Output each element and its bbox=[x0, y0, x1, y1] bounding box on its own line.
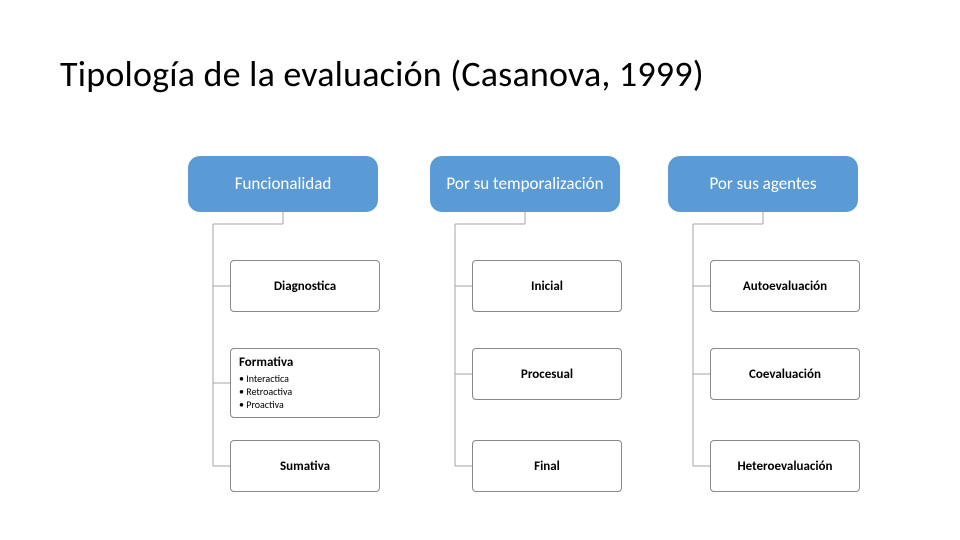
category-child: Heteroevaluación bbox=[710, 440, 860, 492]
child-bullet: • Proactiva bbox=[239, 398, 371, 411]
category-child: Procesual bbox=[472, 348, 622, 400]
slide-root: Tipología de la evaluación (Casanova, 19… bbox=[0, 0, 960, 540]
category-child: Autoevaluación bbox=[710, 260, 860, 312]
category-child: Diagnostica bbox=[230, 260, 380, 312]
category-child: Final bbox=[472, 440, 622, 492]
category-header: Por sus agentes bbox=[668, 156, 858, 212]
child-label: Formativa bbox=[239, 355, 371, 370]
category-header: Por su temporalización bbox=[430, 156, 620, 212]
category-header: Funcionalidad bbox=[188, 156, 378, 212]
page-title: Tipología de la evaluación (Casanova, 19… bbox=[60, 52, 704, 96]
category-child: Sumativa bbox=[230, 440, 380, 492]
category-child: Coevaluación bbox=[710, 348, 860, 400]
category-child: Formativa • Interactica• Retroactiva• Pro… bbox=[230, 348, 380, 418]
category-child: Inicial bbox=[472, 260, 622, 312]
child-bullet: • Interactica bbox=[239, 372, 371, 385]
child-bullet: • Retroactiva bbox=[239, 385, 371, 398]
